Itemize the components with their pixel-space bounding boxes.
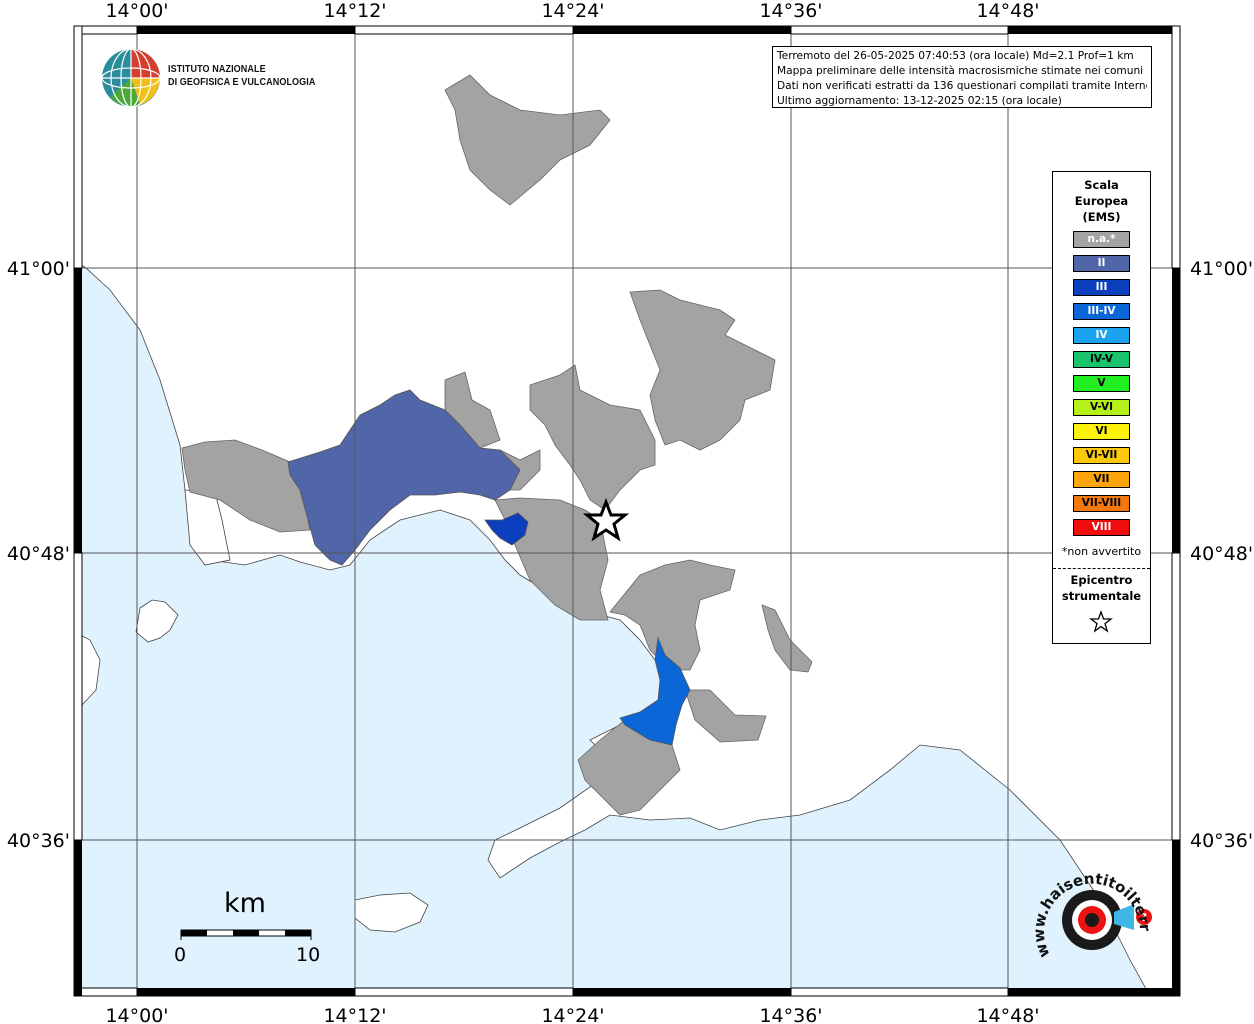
info-line-4: Ultimo aggiornamento: 13-12-2025 02:15 (… [777, 95, 1062, 107]
logo-line-1: ISTITUTO NAZIONALE [168, 63, 266, 75]
event-info-box: Terremoto del 26-05-2025 07:40:53 (ora l… [772, 46, 1152, 108]
legend-epi-2: strumentale [1061, 589, 1142, 603]
lon-label: 14°24' [541, 0, 604, 22]
legend-title-1: Scala [1084, 178, 1119, 192]
lon-label: 14°12' [323, 1005, 386, 1024]
legend-item: V-VI [1073, 399, 1130, 416]
area-sorrento [577, 719, 681, 816]
area-intensity-III [484, 512, 529, 546]
lon-label: 14°36' [759, 0, 822, 22]
graticule [74, 26, 1180, 996]
haisentito-logo: ? www.haisentitoilterremoto.it [1022, 846, 1160, 980]
haisentito-logo-graphic: ? www.haisentitoilterremoto.it [1022, 846, 1154, 960]
lat-label: 40°36' [7, 830, 70, 852]
legend-epicenter-label: Epicentro strumentale [1053, 572, 1150, 604]
legend-item: IV [1073, 327, 1130, 344]
legend-item: VI [1073, 423, 1130, 440]
legend-item: VI-VII [1073, 447, 1130, 464]
legend-separator [1053, 568, 1150, 569]
lon-label: 14°48' [976, 0, 1039, 22]
area-center [529, 364, 656, 511]
legend-item: VII-VIII [1073, 495, 1130, 512]
lat-labels-right: 41°00' 40°48' 40°36' [1190, 258, 1253, 852]
epicenter-star-icon [582, 497, 630, 542]
island-capri [354, 892, 429, 933]
legend-title-3: (EMS) [1082, 210, 1121, 224]
lat-label: 41°00' [1190, 258, 1253, 280]
lon-labels-bottom: 14°00' 14°12' 14°24' 14°36' 14°48' [105, 1005, 1039, 1024]
lat-label: 40°48' [7, 543, 70, 565]
map-frame [73, 25, 1181, 997]
info-line-2: Mappa preliminare delle intensità macros… [777, 65, 1144, 77]
lat-label: 40°36' [1190, 830, 1253, 852]
legend-title: Scala Europea (EMS) [1053, 177, 1150, 225]
lat-label: 40°48' [1190, 543, 1253, 565]
ingv-logo: ISTITUTO NAZIONALE DI GEOFISICA E VULCAN… [100, 47, 340, 109]
legend-item: II [1073, 255, 1130, 272]
lat-labels-left: 41°00' 40°48' 40°36' [7, 258, 70, 852]
area-east-south [684, 689, 767, 743]
legend-item: III [1073, 279, 1130, 296]
epicenter-legend-star-icon [1089, 610, 1113, 633]
area-intensity-III-IV [619, 636, 691, 746]
lon-label: 14°12' [323, 0, 386, 22]
scale-bar: km 0 10 [172, 888, 322, 968]
info-line-3: Dati non verificati estratti da 136 ques… [777, 80, 1147, 92]
legend-item: III-IV [1073, 303, 1130, 320]
area-west-coast [181, 439, 311, 533]
svg-text:?: ? [1141, 911, 1147, 924]
legend-note: *non avvertito [1061, 545, 1142, 558]
legend-item: n.a.* [1073, 231, 1130, 248]
globe-icon [101, 48, 161, 108]
lon-label: 14°36' [759, 1005, 822, 1024]
ems-legend: Scala Europea (EMS) n.a.* II III III-IV IV IV… [1052, 171, 1151, 644]
legend-title-2: Europea [1074, 194, 1129, 208]
lon-labels-top: 14°00' 14°12' 14°24' 14°36' 14°48' [105, 0, 1039, 22]
lon-label: 14°48' [976, 1005, 1039, 1024]
lon-label: 14°00' [105, 1005, 168, 1024]
area-east-small [761, 604, 813, 673]
scale-bar-graphic [180, 929, 312, 940]
area-north-island [444, 74, 611, 206]
legend-item: VIII [1073, 519, 1130, 536]
lon-label: 14°24' [541, 1005, 604, 1024]
logo-line-2: DI GEOFISICA E VULCANOLOGIA [168, 76, 316, 88]
area-north-east [629, 289, 776, 451]
legend-epi-1: Epicentro [1070, 573, 1133, 587]
legend-item: IV-V [1073, 351, 1130, 368]
legend-item: VII [1073, 471, 1130, 488]
area-intensity-II [287, 389, 521, 566]
scale-label-right: 10 [296, 944, 321, 966]
logo-text: ISTITUTO NAZIONALE DI GEOFISICA E VULCAN… [168, 63, 315, 89]
island-procida [135, 599, 179, 643]
legend-item: V [1073, 375, 1130, 392]
scale-title: km [224, 888, 266, 919]
area-east-mid [609, 559, 736, 671]
scale-label-left: 0 [174, 944, 187, 966]
info-line-1: Terremoto del 26-05-2025 07:40:53 (ora l… [777, 50, 1134, 62]
lon-label: 14°00' [105, 0, 168, 22]
lat-label: 41°00' [7, 258, 70, 280]
